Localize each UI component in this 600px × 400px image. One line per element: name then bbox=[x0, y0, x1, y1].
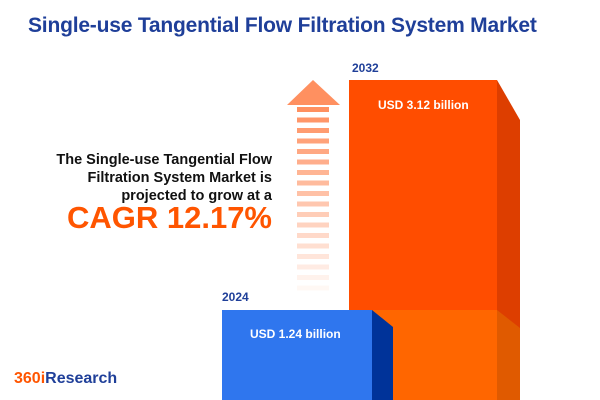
description-line: Filtration System Market is bbox=[87, 170, 272, 186]
page-title: Single-use Tangential Flow Filtration Sy… bbox=[28, 14, 537, 37]
year-label-2024: 2024 bbox=[222, 290, 249, 304]
description-line: The Single-use Tangential Flow bbox=[56, 152, 272, 168]
year-label-2032: 2032 bbox=[352, 61, 379, 75]
value-label-2032: USD 3.12 billion bbox=[378, 98, 469, 112]
growth-arrow-icon bbox=[287, 80, 340, 291]
description-line: projected to grow at a bbox=[121, 188, 272, 204]
value-label-2024: USD 1.24 billion bbox=[250, 327, 341, 341]
bar-2024 bbox=[222, 310, 393, 400]
cagr-value: CAGR 12.17% bbox=[66, 200, 272, 235]
logo: 360iResearch bbox=[14, 370, 118, 387]
